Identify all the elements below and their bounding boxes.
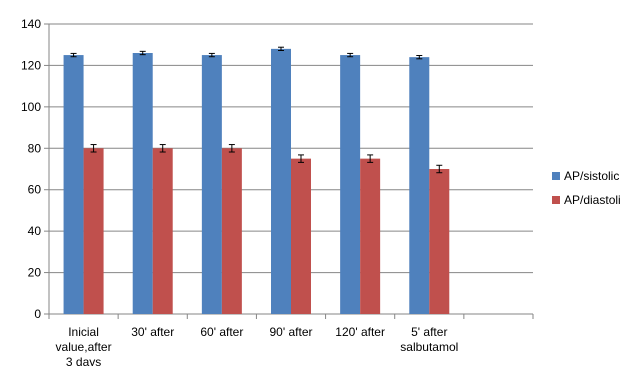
y-tick-label: 60 — [28, 183, 42, 197]
legend-swatch-sistolic — [552, 172, 560, 180]
legend: AP/sistolic AP/diastolic — [552, 169, 620, 207]
y-tick-label: 0 — [34, 307, 41, 321]
y-tick-label: 20 — [28, 266, 42, 280]
x-tick-label: 90' after — [270, 325, 313, 339]
x-tick-label: value,after — [56, 340, 112, 354]
error-bars — [70, 46, 443, 174]
y-tick-label: 40 — [28, 224, 42, 238]
x-tick-label: salbutamol — [400, 340, 458, 354]
bar-sistolic — [132, 53, 153, 314]
bar-diastolic — [291, 158, 311, 314]
bar-diastolic — [152, 148, 173, 314]
bars — [63, 48, 450, 315]
bar-sistolic — [63, 55, 84, 314]
bar-sistolic — [271, 48, 291, 314]
legend-swatch-diastolic — [552, 196, 560, 204]
x-tick-label: 60' after — [200, 325, 243, 339]
x-tick-label: 120' after — [335, 325, 385, 339]
y-tick-label: 140 — [21, 17, 41, 31]
bar-sistolic — [409, 57, 430, 315]
bar-sistolic — [340, 55, 361, 314]
bar-diastolic — [83, 148, 104, 314]
bar-sistolic — [201, 55, 222, 314]
bar-diastolic — [429, 169, 450, 314]
y-tick-label: 120 — [21, 58, 41, 72]
x-tick-label: 3 days — [66, 355, 101, 366]
legend-label-sistolic: AP/sistolic — [564, 169, 619, 183]
x-tick-label: 5' after — [411, 325, 447, 339]
legend-label-diastolic: AP/diastolic — [564, 193, 620, 207]
bar-diastolic — [360, 158, 381, 314]
bar-diastolic — [221, 148, 242, 314]
y-tick-label: 100 — [21, 100, 41, 114]
x-tick-label: Inicial — [68, 325, 99, 339]
x-tick-label: 30' after — [131, 325, 174, 339]
y-tick-label: 80 — [28, 141, 42, 155]
